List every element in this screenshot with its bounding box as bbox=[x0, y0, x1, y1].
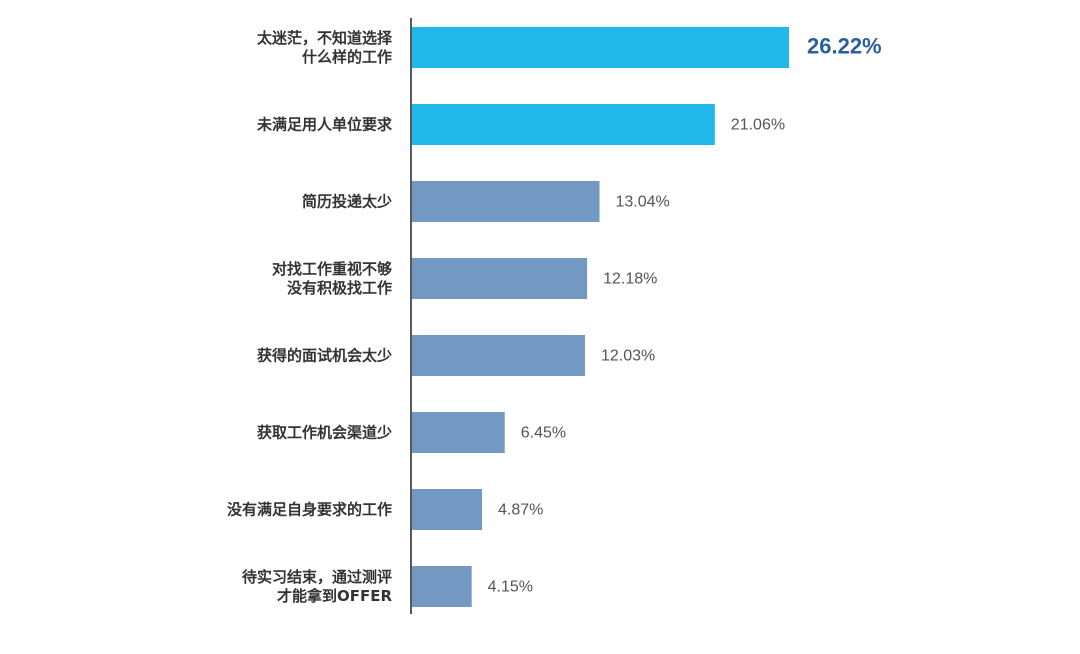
value-label-6: 4.87% bbox=[498, 502, 543, 519]
value-label-7: 4.15% bbox=[488, 579, 533, 596]
category-label-7: 待实习结束，通过测评才能拿到OFFER bbox=[242, 568, 392, 605]
bar-4 bbox=[412, 335, 585, 376]
category-label-0: 太迷茫，不知道选择什么样的工作 bbox=[257, 29, 393, 66]
category-label-line: 对找工作重视不够 bbox=[272, 260, 392, 278]
bar-0 bbox=[412, 27, 789, 68]
category-label-5: 获取工作机会渠道少 bbox=[257, 424, 392, 442]
bar-2 bbox=[412, 181, 600, 222]
category-label-line: 太迷茫，不知道选择 bbox=[257, 29, 393, 47]
category-label-line: 才能拿到OFFER bbox=[277, 587, 392, 605]
value-label-0: 26.22% bbox=[807, 34, 882, 59]
category-labels-layer: 太迷茫，不知道选择什么样的工作未满足用人单位要求简历投递太少对找工作重视不够没有… bbox=[227, 29, 393, 605]
bars-layer bbox=[412, 27, 789, 607]
category-label-2: 简历投递太少 bbox=[302, 193, 392, 211]
bar-1 bbox=[412, 104, 715, 145]
category-label-line: 待实习结束，通过测评 bbox=[242, 568, 392, 586]
bar-5 bbox=[412, 412, 505, 453]
value-label-4: 12.03% bbox=[601, 348, 655, 365]
value-label-1: 21.06% bbox=[731, 117, 785, 134]
value-label-3: 12.18% bbox=[603, 271, 657, 288]
value-label-2: 13.04% bbox=[615, 194, 669, 211]
category-label-line: 什么样的工作 bbox=[302, 48, 392, 66]
bar-3 bbox=[412, 258, 588, 299]
category-label-line: 没有积极找工作 bbox=[287, 279, 392, 297]
category-label-6: 没有满足自身要求的工作 bbox=[227, 501, 392, 519]
category-label-3: 对找工作重视不够没有积极找工作 bbox=[272, 260, 392, 297]
value-labels-layer: 26.22% 21.06% 13.04% 12.18% 12.03% 6.45% 4.87%… bbox=[488, 34, 882, 596]
category-label-line: 获取工作机会渠道少 bbox=[257, 424, 392, 442]
category-label-1: 未满足用人单位要求 bbox=[256, 116, 393, 134]
category-label-line: 没有满足自身要求的工作 bbox=[227, 501, 392, 519]
category-label-line: 获得的面试机会太少 bbox=[257, 347, 392, 365]
category-label-line: 未满足用人单位要求 bbox=[256, 116, 393, 134]
category-label-4: 获得的面试机会太少 bbox=[257, 347, 392, 365]
value-label-5: 6.45% bbox=[521, 425, 566, 442]
bar-7 bbox=[412, 566, 472, 607]
category-label-line: 简历投递太少 bbox=[302, 193, 392, 211]
bar-6 bbox=[412, 489, 483, 530]
